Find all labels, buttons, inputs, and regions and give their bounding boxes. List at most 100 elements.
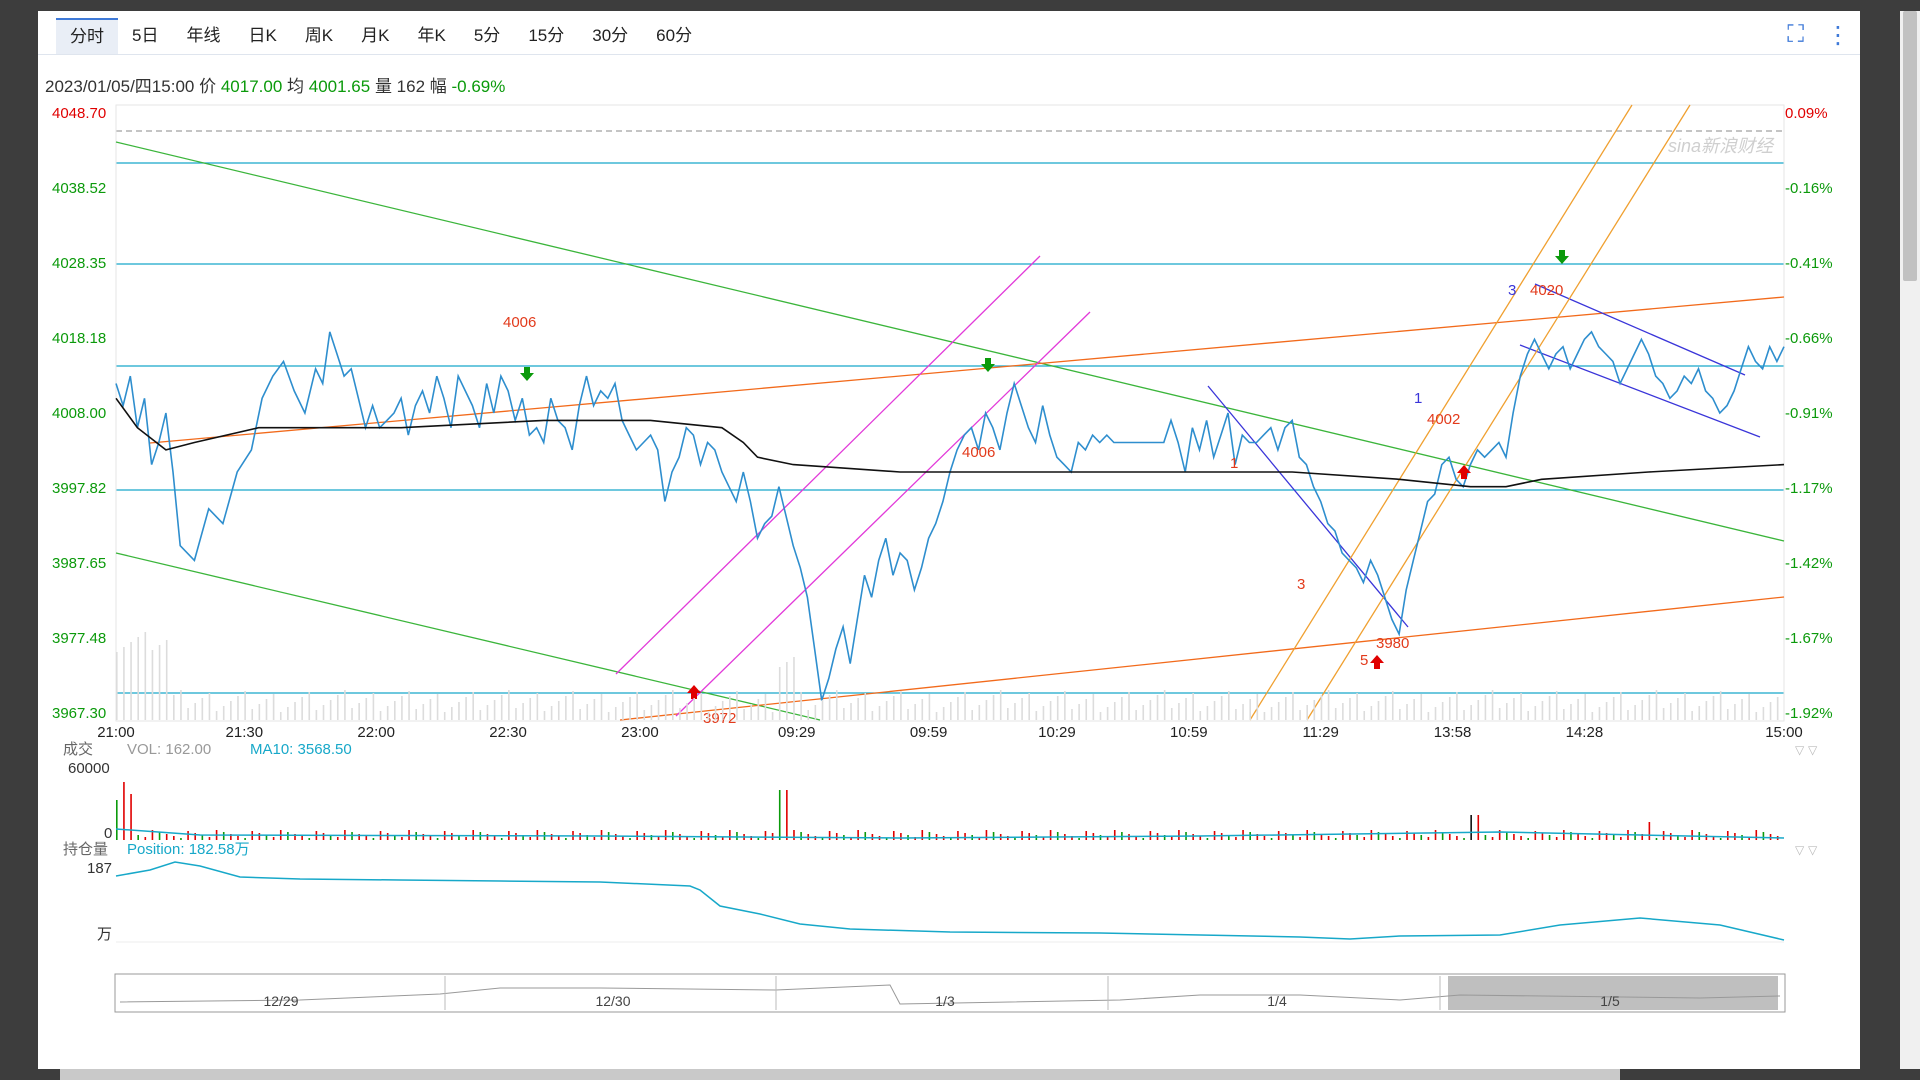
price-info-bar: 2023/01/05/四15:00 价 4017.00 均 4001.65 量 … xyxy=(45,72,505,97)
volume-bar xyxy=(1534,831,1537,840)
bg-volume-bar xyxy=(636,692,638,720)
tab-1[interactable]: 5日 xyxy=(132,26,159,45)
volume-bar xyxy=(208,837,211,840)
navigator-selection xyxy=(1448,976,1778,1010)
bg-volume-bar xyxy=(1698,706,1701,720)
volume-bar xyxy=(664,830,667,840)
scrollbar-thumb[interactable] xyxy=(1903,11,1917,281)
bg-volume-bar xyxy=(1071,709,1073,720)
volume-bar xyxy=(1285,833,1287,840)
orange-trendline xyxy=(149,296,1785,444)
bg-volume-bar xyxy=(1641,700,1644,720)
bg-volume-bar xyxy=(543,711,546,720)
volume-bar xyxy=(1106,837,1109,840)
bg-volume-bar xyxy=(700,693,703,720)
plot-frame xyxy=(115,104,1785,722)
bg-volume-bar xyxy=(1135,710,1137,720)
volume-bar xyxy=(1541,833,1544,840)
bg-volume-bar xyxy=(814,705,817,720)
annotation-label: 5 xyxy=(1360,652,1368,669)
gold-channel xyxy=(1249,104,1633,721)
bg-volume-bar xyxy=(1299,710,1301,720)
tab-7[interactable]: 5分 xyxy=(473,26,501,45)
volume-bar xyxy=(123,782,125,840)
volume-bar xyxy=(1748,837,1750,840)
bg-volume-bar xyxy=(786,662,788,720)
bg-volume-bar xyxy=(1570,704,1572,720)
volume-bar xyxy=(365,836,368,840)
bg-volume-bar xyxy=(1377,701,1380,720)
volume-bar xyxy=(1584,836,1587,840)
bg-volume-bar xyxy=(1513,698,1515,720)
volume-bar xyxy=(1099,835,1102,840)
bg-volume-bar xyxy=(693,698,695,720)
volume-bar xyxy=(1370,830,1373,840)
bg-volume-bar xyxy=(1178,703,1180,720)
tab-2[interactable]: 年线 xyxy=(186,26,221,45)
bg-volume-bar xyxy=(1256,694,1259,720)
volume-bar xyxy=(721,837,724,840)
blue-channel xyxy=(1519,344,1761,438)
bg-volume-bar xyxy=(1306,705,1309,720)
tab-6[interactable]: 年K xyxy=(417,26,446,45)
panel-collapse-icon: ▽ ▽ xyxy=(1795,743,1818,757)
volume-bar xyxy=(1655,838,1658,840)
volume-bar xyxy=(1598,831,1601,840)
bg-volume-bar xyxy=(664,695,667,720)
bg-volume-bar xyxy=(964,692,966,720)
bg-volume-bar xyxy=(1605,702,1608,720)
volume-bar xyxy=(201,835,204,840)
tab-9[interactable]: 30分 xyxy=(592,26,629,45)
tab-3[interactable]: 日K xyxy=(248,26,277,45)
volume-bar xyxy=(116,800,118,840)
volume-bar xyxy=(1334,838,1337,840)
tab-10[interactable]: 60分 xyxy=(656,26,693,45)
position-unit: 万 xyxy=(97,926,112,943)
horizontal-scrollbar[interactable] xyxy=(60,1069,1620,1080)
bg-volume-bar xyxy=(1142,705,1145,720)
green-trendline xyxy=(115,552,821,721)
volume-bar xyxy=(429,836,432,840)
x-tick-label: 10:59 xyxy=(1170,724,1208,741)
tab-4[interactable]: 周K xyxy=(304,26,334,45)
bg-volume-bar xyxy=(850,703,852,720)
panel-collapse-icon: ▽ ▽ xyxy=(1795,843,1818,857)
bg-volume-bar xyxy=(978,705,981,720)
volume-bar xyxy=(1399,838,1401,840)
annotation-label: 3972 xyxy=(703,710,736,727)
bg-volume-bar xyxy=(764,694,767,720)
tab-8[interactable]: 15分 xyxy=(528,26,565,45)
bg-volume-bar xyxy=(465,697,467,720)
bg-volume-bar xyxy=(1734,704,1736,720)
bg-volume-bar xyxy=(1235,709,1237,720)
bg-volume-bar xyxy=(871,711,874,720)
tab-5[interactable]: 月K xyxy=(361,26,390,45)
volume-bar xyxy=(287,832,289,840)
bg-volume-bar xyxy=(572,691,574,720)
bg-volume-bar xyxy=(686,703,688,720)
more-vertical-icon[interactable]: ⋮ xyxy=(1826,22,1850,49)
bg-volume-bar xyxy=(607,712,610,720)
bg-volume-bar xyxy=(1441,702,1444,720)
volume-ymin: 0 xyxy=(104,825,112,842)
bg-volume-bar xyxy=(579,709,581,720)
bg-volume-bar xyxy=(1213,701,1216,720)
vertical-scrollbar[interactable] xyxy=(1900,11,1920,1069)
bg-volume-bar xyxy=(900,691,902,720)
annotation-label: 3 xyxy=(1297,576,1305,593)
volume-bar xyxy=(422,834,425,840)
volume-bar xyxy=(1548,835,1551,840)
tab-0[interactable]: 分时 xyxy=(56,18,118,54)
bg-volume-bar xyxy=(1206,706,1209,720)
volume-bar xyxy=(1049,830,1052,840)
info-price-label: 价 xyxy=(199,77,217,96)
volume-bar xyxy=(1056,832,1059,840)
volume-bar xyxy=(1684,837,1686,840)
bg-volume-bar xyxy=(279,712,282,720)
fullscreen-icon[interactable]: ⛶ xyxy=(1787,21,1804,48)
bg-volume-bar xyxy=(1648,695,1651,720)
volume-bar xyxy=(165,834,168,840)
bg-volume-bar xyxy=(301,697,303,720)
y-right-label: 0.09% xyxy=(1785,105,1828,122)
bg-volume-bar xyxy=(1712,696,1715,720)
